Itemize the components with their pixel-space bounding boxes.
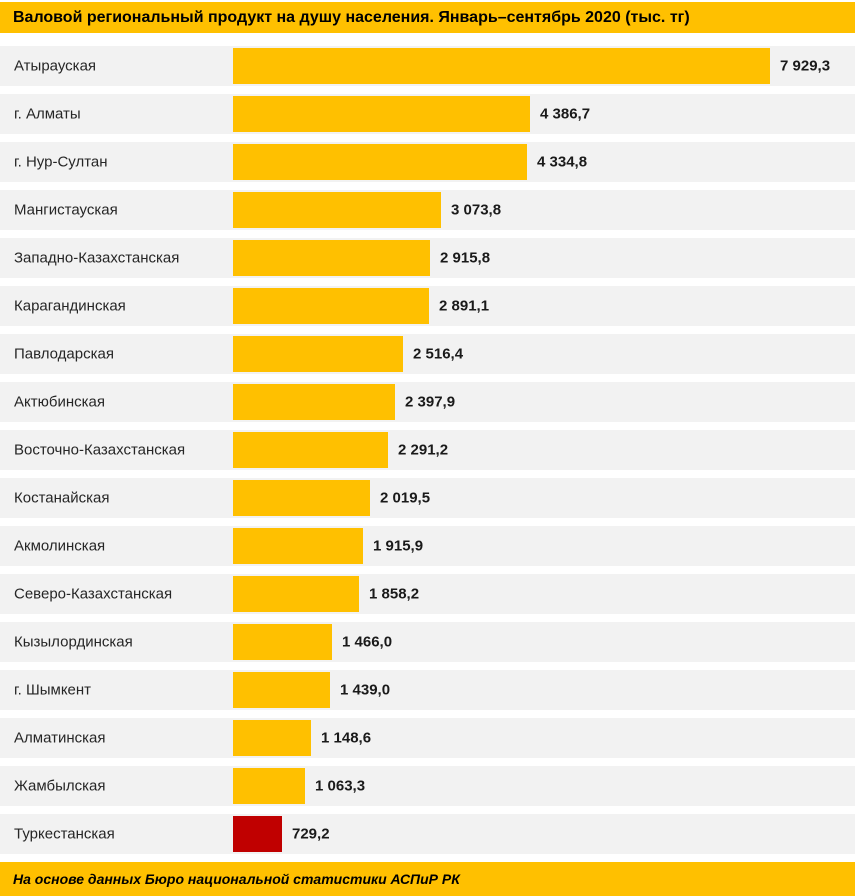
value-label: 2 891,1	[439, 297, 490, 315]
chart-bar	[233, 624, 332, 660]
chart-row: Мангистауская 3 073,8	[0, 190, 855, 230]
chart-row: Западно-Казахстанская 2 915,8	[0, 238, 855, 278]
chart-row: Костанайская 2 019,5	[0, 478, 855, 518]
value-label: 1 148,6	[321, 729, 372, 747]
chart-bar	[233, 96, 530, 132]
value-label: 1 915,9	[373, 537, 424, 555]
chart-row: Северо-Казахстанская 1 858,2	[0, 574, 855, 614]
category-label: Северо-Казахстанская	[14, 585, 173, 603]
category-label: Кызылординская	[14, 633, 133, 651]
chart-bar	[233, 528, 363, 564]
chart-row: г. Нур-Султан 4 334,8	[0, 142, 855, 182]
category-label: Атырауская	[14, 57, 97, 75]
category-label: Западно-Казахстанская	[14, 249, 180, 267]
chart-row: Алматинская 1 148,6	[0, 718, 855, 758]
chart-bar	[233, 384, 395, 420]
value-label: 2 019,5	[380, 489, 431, 507]
category-label: Алматинская	[14, 729, 106, 747]
category-label: Карагандинская	[14, 297, 126, 315]
value-label: 1 466,0	[342, 633, 393, 651]
value-label: 729,2	[292, 825, 330, 843]
chart-bar	[233, 48, 770, 84]
chart-row: Кызылординская 1 466,0	[0, 622, 855, 662]
chart-row: г. Алматы 4 386,7	[0, 94, 855, 134]
chart-bar	[233, 288, 429, 324]
chart-bar	[233, 720, 311, 756]
chart-row: Карагандинская 2 891,1	[0, 286, 855, 326]
chart-bar	[233, 432, 388, 468]
value-label: 3 073,8	[451, 201, 502, 219]
chart-bar	[233, 192, 441, 228]
chart-row: Туркестанская 729,2	[0, 814, 855, 854]
category-label: Жамбылская	[14, 777, 106, 795]
chart-bar	[233, 240, 430, 276]
category-label: Актюбинская	[14, 393, 105, 411]
source-note: На основе данных Бюро национальной стати…	[0, 862, 855, 896]
chart-bar	[233, 480, 370, 516]
chart-bar	[233, 816, 282, 852]
category-label: г. Шымкент	[14, 681, 92, 699]
value-label: 2 516,4	[413, 345, 464, 363]
category-label: Восточно-Казахстанская	[14, 441, 186, 459]
value-label: 2 291,2	[398, 441, 449, 459]
chart-row: Атырауская 7 929,3	[0, 46, 855, 86]
chart-row: г. Шымкент 1 439,0	[0, 670, 855, 710]
chart-bar	[233, 576, 359, 612]
chart-row: Актюбинская 2 397,9	[0, 382, 855, 422]
category-label: Костанайская	[14, 489, 110, 507]
chart-rows: Атырауская 7 929,3 г. Алматы 4 386,7 г. Нур-…	[0, 46, 855, 854]
category-label: Павлодарская	[14, 345, 114, 363]
chart-row: Жамбылская 1 063,3	[0, 766, 855, 806]
value-label: 7 929,3	[780, 57, 831, 75]
chart-bar	[233, 336, 403, 372]
value-label: 1 858,2	[369, 585, 420, 603]
value-label: 1 439,0	[340, 681, 391, 699]
chart-title: Валовой региональный продукт на душу нас…	[0, 2, 855, 33]
chart-row: Павлодарская 2 516,4	[0, 334, 855, 374]
category-label: г. Нур-Султан	[14, 153, 108, 171]
chart-bar	[233, 768, 305, 804]
chart-bar	[233, 144, 527, 180]
value-label: 2 397,9	[405, 393, 456, 411]
value-label: 4 334,8	[537, 153, 588, 171]
category-label: г. Алматы	[14, 105, 81, 123]
chart-row: Восточно-Казахстанская 2 291,2	[0, 430, 855, 470]
value-label: 2 915,8	[440, 249, 491, 267]
chart-row: Акмолинская 1 915,9	[0, 526, 855, 566]
chart-bar	[233, 672, 330, 708]
value-label: 1 063,3	[315, 777, 366, 795]
category-label: Акмолинская	[14, 537, 106, 555]
category-label: Туркестанская	[14, 825, 115, 843]
category-label: Мангистауская	[14, 201, 118, 219]
value-label: 4 386,7	[540, 105, 591, 123]
